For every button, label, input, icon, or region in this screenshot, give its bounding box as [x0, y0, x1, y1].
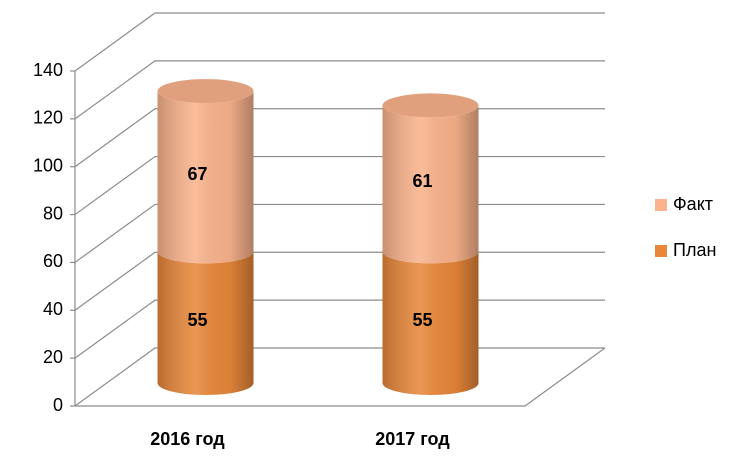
grid-line [74, 108, 605, 168]
marks: 55 67 55 61 [157, 79, 479, 395]
y-tick-label: 40 [43, 299, 63, 319]
y-tick-label: 120 [33, 108, 63, 128]
legend-label: План [673, 240, 716, 260]
grid-line [74, 203, 605, 263]
grid-line [74, 155, 605, 216]
shade [157, 91, 254, 264]
y-tick-label: 100 [33, 155, 63, 175]
data-label: 67 [187, 164, 207, 184]
walls: 0 20 40 60 80 100 120 140 [33, 12, 606, 415]
top-shade [157, 79, 254, 104]
grid-line [74, 60, 605, 120]
grid-line [74, 251, 605, 311]
legend-label: Факт [673, 194, 713, 214]
cylinder-top [157, 79, 254, 104]
grid-line [74, 299, 605, 359]
grid-line [74, 12, 605, 72]
x-tick-label: 2017 год [375, 429, 450, 449]
data-label: 61 [412, 171, 432, 191]
cylinder-top [382, 93, 479, 118]
shade [382, 251, 479, 395]
x-tick-label: 2016 год [150, 429, 225, 449]
floor [75, 347, 606, 407]
legend-swatch [655, 245, 667, 257]
grid-line [74, 347, 605, 407]
y-tick-label: 80 [43, 203, 63, 223]
y-tick-label: 60 [43, 251, 63, 271]
data-label: 55 [187, 310, 207, 330]
shade [382, 105, 479, 264]
data-label: 55 [412, 310, 432, 330]
y-tick-label: 0 [53, 395, 63, 415]
y-tick-label: 20 [43, 347, 63, 367]
shade [157, 251, 254, 395]
top-shade [382, 93, 479, 118]
y-tick-label: 140 [33, 60, 63, 80]
legend-swatch [655, 199, 667, 211]
